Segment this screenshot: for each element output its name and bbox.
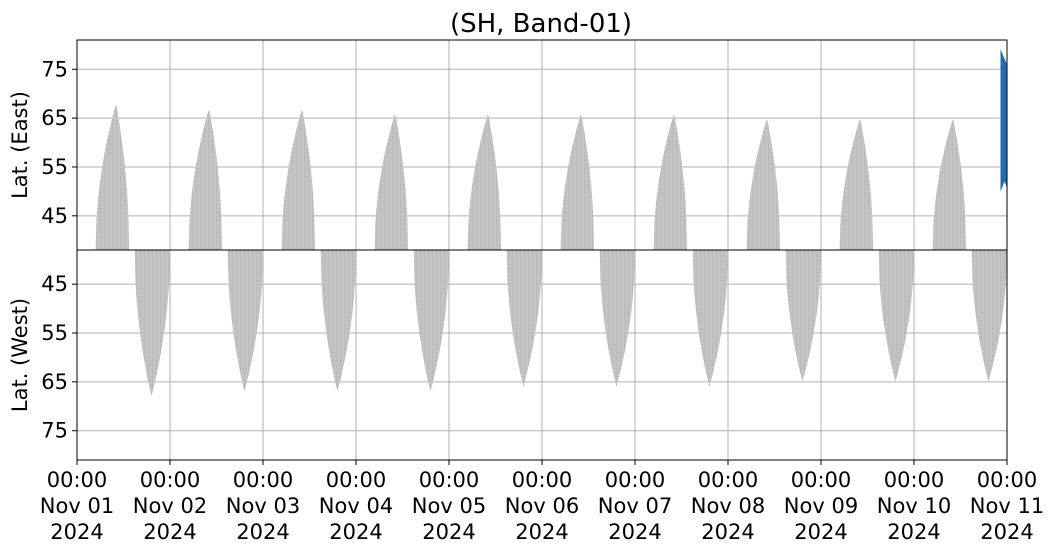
- coverage-pass: [188, 109, 223, 250]
- coverage-pass: [599, 250, 635, 387]
- xtick-label: 00:00 Nov 05 2024: [412, 468, 486, 544]
- chart-title: (SH, Band-01): [450, 9, 632, 39]
- coverage-pass: [134, 250, 170, 397]
- xtick-label: 00:00 Nov 01 2024: [40, 468, 114, 544]
- coverage-pass: [95, 104, 130, 250]
- coverage-pass: [281, 109, 316, 250]
- coverage-pass: [839, 119, 874, 250]
- coverage-pass: [467, 114, 502, 250]
- coverage-pass: [653, 114, 688, 250]
- coverage-pass: [932, 119, 967, 250]
- xtick-label: 00:00 Nov 07 2024: [598, 468, 672, 544]
- coverage-pass: [506, 250, 542, 387]
- xtick-label: 00:00 Nov 10 2024: [877, 468, 951, 544]
- ytick-label: 75: [41, 419, 68, 443]
- panel-west: 75 65 55 45 Lat. (West): [8, 249, 1008, 461]
- ytick-label: 55: [41, 321, 68, 345]
- east-ylabel: Lat. (East): [8, 91, 32, 199]
- coverage-pass: [320, 250, 356, 392]
- ytick-label: 65: [41, 370, 68, 394]
- coverage-pass: [374, 114, 409, 250]
- coverage-pass: [692, 250, 728, 387]
- west-yticks: 75 65 55 45: [41, 272, 77, 443]
- ytick-label: 45: [41, 204, 68, 228]
- panel-east: 45 55 65 75 Lat. (East): [8, 39, 1008, 251]
- coverage-pass: [971, 250, 1007, 382]
- coverage-pass: [413, 250, 449, 392]
- ytick-label: 65: [41, 106, 68, 130]
- ytick-label: 45: [41, 272, 68, 296]
- x-axis-ticks: 00:00 Nov 01 2024 00:00 Nov 02 2024 00:00 Nov 0…: [40, 460, 1044, 544]
- coverage-pass: [227, 250, 263, 392]
- coverage-pass: [560, 114, 595, 250]
- ytick-label: 75: [41, 57, 68, 81]
- west-ylabel: Lat. (West): [8, 298, 32, 412]
- highlight-swath: [1000, 49, 1007, 192]
- east-highlight: [1000, 49, 1007, 192]
- xtick-label: 00:00 Nov 11 2024: [970, 468, 1044, 544]
- xtick-label: 00:00 Nov 03 2024: [226, 468, 300, 544]
- coverage-pass: [746, 119, 781, 250]
- west-coverage: [134, 250, 1007, 397]
- coverage-pass: [785, 250, 821, 382]
- xtick-label: 00:00 Nov 06 2024: [505, 468, 579, 544]
- east-yticks: 45 55 65 75: [41, 57, 77, 228]
- xtick-label: 00:00 Nov 02 2024: [133, 468, 207, 544]
- coverage-pass: [878, 250, 914, 382]
- ytick-label: 55: [41, 155, 68, 179]
- xtick-label: 00:00 Nov 08 2024: [691, 468, 765, 544]
- east-coverage: [95, 104, 967, 250]
- xtick-label: 00:00 Nov 09 2024: [784, 468, 858, 544]
- xtick-label: 00:00 Nov 04 2024: [319, 468, 393, 544]
- west-gridlines: [76, 250, 1008, 460]
